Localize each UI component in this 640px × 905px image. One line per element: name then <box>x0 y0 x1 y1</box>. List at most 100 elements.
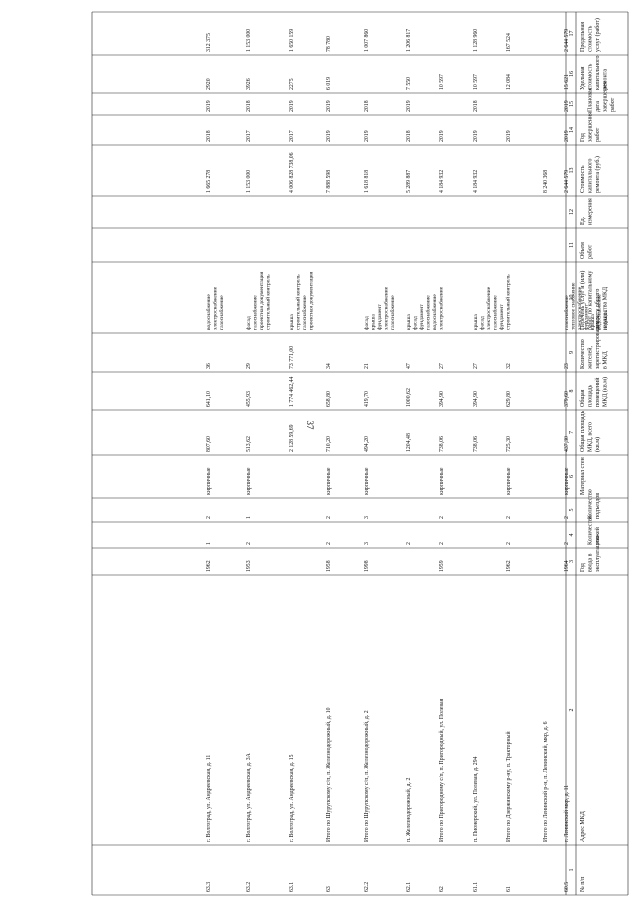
cell-area2: 1000,62 <box>406 388 412 407</box>
cell-finish: 2017 <box>246 130 252 142</box>
cell-finish: 2019 <box>473 130 479 142</box>
works-item: водоснабжение <box>431 294 438 330</box>
column-number: 8 <box>569 390 575 393</box>
column-number: 17 <box>569 31 575 37</box>
cell-limit: 78 780 <box>326 36 332 52</box>
cell-no: 62.1 <box>406 882 412 892</box>
header-cell: услуг (работ) <box>594 18 601 52</box>
cell-no: 60.5 <box>564 882 570 892</box>
header-cell: Год <box>580 563 586 572</box>
header-cell: площадь <box>588 384 594 407</box>
cell-floors: 2 <box>439 542 445 545</box>
header-cell: подъездов <box>595 493 601 519</box>
works-item: фасад <box>363 316 370 330</box>
works-item: фасад <box>245 316 252 330</box>
address-cell: п. Пионерский, ул. Полевая, д. 294 <box>472 756 479 842</box>
cell-people: 27 <box>439 363 445 369</box>
cell-floors: 2 <box>406 542 412 545</box>
cell-limit: 1 153 000 <box>246 29 252 52</box>
cell-people: 21 <box>364 363 370 369</box>
header-cell: работ <box>594 127 601 142</box>
cell-no: 63 <box>326 886 332 892</box>
cell-wall: кирпичные <box>246 467 252 495</box>
header-cell: Перечень услуг и (или) <box>579 271 586 330</box>
header-cell: № п/п <box>580 876 586 892</box>
header-cell: Ед. <box>580 216 586 225</box>
address-cell: Итого по Пригородному с/п, п. Пригородны… <box>438 698 445 842</box>
cell-people: 73 771,00 <box>289 346 295 369</box>
cell-area: 2 128 59,69 <box>289 424 295 452</box>
address-cell: г. Волгоград, ул. Андреевская, д. 11 <box>206 755 212 842</box>
cell-area2: 419,70 <box>364 391 370 407</box>
cell-cost: 4 006 828 738,06 <box>289 152 295 193</box>
address-cell: Итого по Дзержинскому р-ну, п. Тракторны… <box>505 731 512 842</box>
cell-entr: 2 <box>326 516 332 519</box>
header-cell: Стоимость <box>580 165 586 193</box>
cell-no: 63.3 <box>206 882 212 892</box>
cell-people: 34 <box>326 363 332 369</box>
cell-limit: 1 206 817 <box>406 29 412 52</box>
address-cell: Итого по Ленинский р-н, п. Ленинский, мк… <box>542 721 549 842</box>
cell-area: 725,30 <box>506 436 512 452</box>
header-cell: работ по капитальному <box>587 271 594 330</box>
cell-spec: 7 550 <box>406 77 412 90</box>
cell-due: 2018 <box>364 100 370 112</box>
cell-area2: 394,90 <box>439 391 445 407</box>
cell-no: 61 <box>506 886 512 892</box>
works-item: крыша <box>590 314 596 330</box>
cell-no: 63.2 <box>246 882 252 892</box>
column-number: 1 <box>569 869 575 872</box>
cell-due: 2019 <box>289 100 295 112</box>
header-cell: измерения <box>588 198 594 225</box>
cell-floors: 2 <box>564 542 570 545</box>
cell-cost: 8 240 368 <box>543 170 549 193</box>
cell-no: 62.2 <box>364 882 370 892</box>
column-number: 6 <box>569 475 575 478</box>
cell-floors: 1 <box>206 542 212 545</box>
header-cell: Адрес МКД <box>580 811 586 842</box>
header-cell: жителей, <box>587 345 594 370</box>
cell-area: 710,20 <box>326 436 332 452</box>
header-cell: в МКД <box>603 351 609 369</box>
works-item: электроснабжение <box>383 286 390 330</box>
cell-cost: 2 644 579 <box>564 170 570 193</box>
column-number: 15 <box>569 101 575 107</box>
header-cell: завершения <box>603 82 609 112</box>
header-cell: Материал стен <box>580 457 586 495</box>
cell-no: 61.1 <box>473 882 479 892</box>
header-cell: этажей <box>594 526 601 545</box>
cell-due: 2018 <box>246 100 252 112</box>
header-cell: Объем <box>579 242 586 259</box>
works-item: электроснабжение <box>212 286 219 330</box>
cell-area: 513,62 <box>246 436 252 452</box>
cell-year: 1964 <box>564 560 570 572</box>
works-item: фасад <box>412 316 419 330</box>
header-cell: стоимость <box>588 63 594 90</box>
column-number: 11 <box>569 242 575 248</box>
cell-people: 47 <box>406 363 412 369</box>
works-item: крыша <box>473 314 479 330</box>
cell-cost: 1 153 000 <box>246 170 252 193</box>
cell-spec: 15 621 <box>564 74 570 90</box>
cell-area: 738,06 <box>473 436 479 452</box>
cell-no: 62 <box>439 886 445 892</box>
cell-spec: 2275 <box>289 78 295 90</box>
address-cell: п. Железнодорожный, д. 2 <box>405 778 412 842</box>
column-number: 14 <box>569 127 575 133</box>
header-cell: работ <box>587 244 594 259</box>
header-cell: ввода в <box>588 553 594 572</box>
works-item: строительный контроль <box>505 274 512 330</box>
cell-wall: кирпичные <box>439 467 445 495</box>
works-item: фундамент <box>418 304 425 330</box>
cell-year: 1962 <box>506 560 512 572</box>
header-cell: Год <box>580 133 586 142</box>
works-item: подвалы <box>603 310 609 330</box>
column-number: 12 <box>569 209 575 215</box>
cell-floors: 2 <box>326 542 332 545</box>
works-item: электроснабжение <box>485 286 492 330</box>
cell-area2: 455,93 <box>246 391 252 407</box>
cell-spec: 3926 <box>246 78 252 90</box>
cell-area2: 658,80 <box>326 391 332 407</box>
column-number: 16 <box>569 71 575 77</box>
